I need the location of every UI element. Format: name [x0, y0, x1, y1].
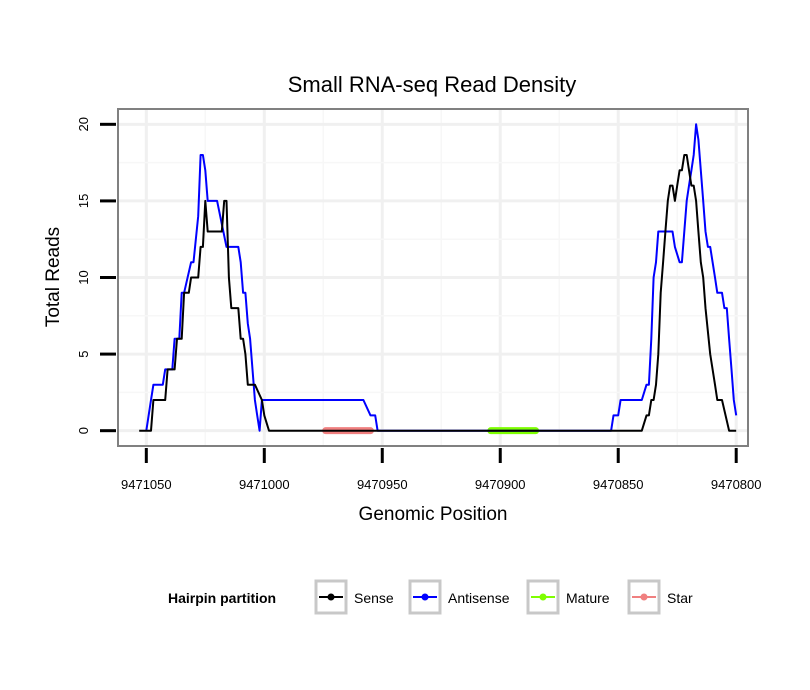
x-tick-label: 9470900 — [475, 477, 526, 492]
y-axis: 0 5 10 15 20 — [76, 117, 116, 434]
legend-entry-sense: Sense — [314, 579, 394, 615]
legend-entry-star: Star — [627, 579, 693, 615]
x-tick-label: 9471050 — [121, 477, 172, 492]
legend-title: Hairpin partition — [168, 590, 276, 606]
x-axis-title: Genomic Position — [359, 504, 508, 525]
plot-border — [117, 108, 749, 447]
y-tick-label: 20 — [76, 117, 91, 131]
y-tick-label: 5 — [76, 350, 91, 357]
x-tick-label: 9470800 — [711, 477, 762, 492]
legend-label: Antisense — [448, 590, 510, 606]
y-axis-title: Total Reads — [43, 227, 64, 327]
legend-key-point — [539, 593, 547, 601]
x-tick-label: 9470850 — [593, 477, 644, 492]
legend-label: Sense — [354, 590, 394, 606]
legend: Hairpin partition Sense Antisense Mature St… — [168, 579, 693, 615]
legend-entry-antisense: Antisense — [408, 579, 510, 615]
sense-series-line — [139, 154, 737, 432]
legend-key-point — [327, 593, 335, 601]
legend-entry-mature: Mature — [526, 579, 610, 615]
y-tick-label: 15 — [76, 194, 91, 208]
x-axis: 9471050 9471000 9470950 9470900 9470850 94708… — [121, 448, 762, 492]
legend-key-point — [421, 593, 429, 601]
series-group — [139, 123, 738, 435]
x-tick-label: 9471000 — [239, 477, 290, 492]
chart-title: Small RNA-seq Read Density — [288, 72, 577, 97]
plot-panel — [117, 108, 749, 447]
y-tick-label: 10 — [76, 270, 91, 284]
legend-label: Star — [667, 590, 693, 606]
y-tick-label: 0 — [76, 427, 91, 434]
antisense-series-line — [145, 123, 738, 432]
legend-label: Mature — [566, 590, 610, 606]
grid-lines — [118, 109, 748, 446]
x-tick-label: 9470950 — [357, 477, 408, 492]
legend-key-point — [640, 593, 648, 601]
